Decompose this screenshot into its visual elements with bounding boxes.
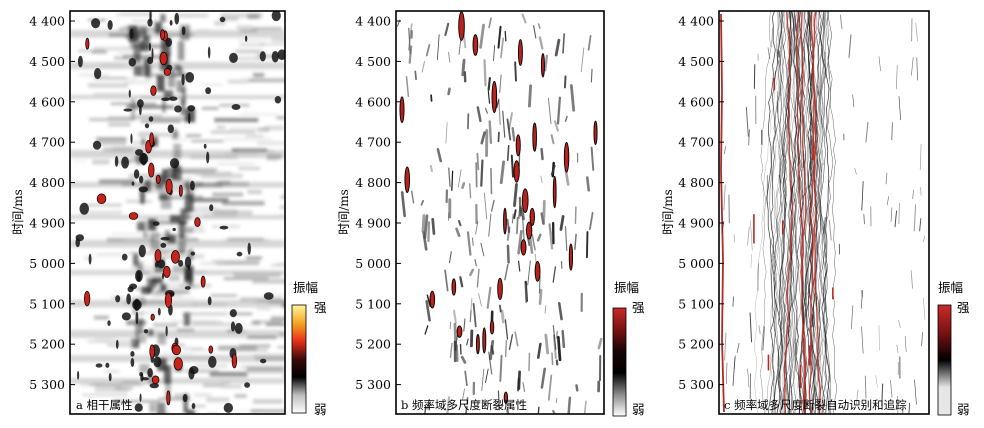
y-tick-label: 5 000 <box>29 256 65 271</box>
colorbar-high-b: 强 <box>632 300 645 315</box>
y-tick-label: 4 400 <box>355 14 391 29</box>
y-axis-a: 4 400 4 500 4 600 4 700 4 800 4 900 5 000 5 100… <box>29 14 75 392</box>
y-tick-label: 4 600 <box>678 94 714 109</box>
y-axis-label-a: 时间/ms <box>11 189 25 235</box>
y-tick-label: 4 400 <box>678 14 714 29</box>
y-tick-label: 4 900 <box>29 216 65 231</box>
colorbar-title-b: 振幅 <box>614 280 639 295</box>
colorbar-c: 振幅 强 弱 <box>937 280 970 417</box>
panel-a: 4 400 4 500 4 600 4 700 4 800 4 900 5 000 5 100… <box>11 10 327 417</box>
plot-frame-c <box>718 10 930 415</box>
y-tick-label: 4 800 <box>355 175 391 190</box>
colorbar-low-a: 弱 <box>314 402 327 417</box>
colorbar-a: 振幅 强 弱 <box>291 280 327 417</box>
panel-c: 4 400 4 500 4 600 4 700 4 800 4 900 5 000 5 100… <box>661 10 970 417</box>
y-tick-label: 5 000 <box>678 256 714 271</box>
y-axis-c: 4 400 4 500 4 600 4 700 4 800 4 900 5 000 5 100… <box>678 14 724 392</box>
colorbar-title-a: 振幅 <box>293 280 318 295</box>
plot-frame-b <box>395 10 605 415</box>
y-tick-label: 4 800 <box>678 175 714 190</box>
colorbar-b: 振幅 强 弱 <box>612 280 645 417</box>
y-tick-label: 5 300 <box>678 377 714 392</box>
panel-caption-c: c 频率域多尺度断裂自动识别和追踪 <box>724 398 907 412</box>
tracked-fault-lines <box>720 11 926 414</box>
y-tick-label: 5 000 <box>355 256 391 271</box>
y-tick-label: 5 200 <box>355 337 391 352</box>
plot-area-b <box>396 11 604 414</box>
colorbar-low-b: 弱 <box>632 402 645 417</box>
colorbar-high-c: 强 <box>957 300 970 315</box>
y-tick-label: 4 600 <box>355 94 391 109</box>
colorbar-low-c: 弱 <box>957 402 970 417</box>
colorbar-gradient-c <box>937 304 952 416</box>
y-tick-label: 4 500 <box>29 54 65 69</box>
y-tick-label: 4 500 <box>678 54 714 69</box>
y-tick-label: 5 300 <box>29 377 65 392</box>
colorbar-gradient-b <box>612 307 627 417</box>
y-axis-label-b: 时间/ms <box>337 189 351 235</box>
plot-area-a <box>70 11 285 414</box>
y-tick-label: 5 200 <box>678 337 714 352</box>
y-axis-b: 4 400 4 500 4 600 4 700 4 800 4 900 5 000 5 100… <box>355 14 401 392</box>
y-tick-label: 4 700 <box>355 135 391 150</box>
y-tick-label: 4 700 <box>678 135 714 150</box>
y-tick-label: 4 800 <box>29 175 65 190</box>
panel-caption-a: a 相干属性 <box>76 398 133 412</box>
y-tick-label: 4 900 <box>678 216 714 231</box>
colorbar-title-c: 振幅 <box>938 280 963 295</box>
y-tick-label: 4 400 <box>29 14 65 29</box>
y-tick-label: 4 700 <box>29 135 65 150</box>
y-axis-label-c: 时间/ms <box>661 189 675 235</box>
panel-b: 4 400 4 500 4 600 4 700 4 800 4 900 5 000 5 100… <box>337 10 645 417</box>
y-tick-label: 5 100 <box>678 296 714 311</box>
y-tick-label: 5 300 <box>355 377 391 392</box>
coherence-fault-marks <box>75 11 285 413</box>
plot-area-c <box>719 11 929 414</box>
plot-frame-a <box>69 10 286 415</box>
y-tick-label: 4 900 <box>355 216 391 231</box>
colorbar-high-a: 强 <box>314 300 327 315</box>
y-tick-label: 5 200 <box>29 337 65 352</box>
y-tick-label: 4 500 <box>355 54 391 69</box>
y-tick-label: 5 100 <box>355 296 391 311</box>
y-tick-label: 5 100 <box>29 296 65 311</box>
fracture-attribute-marks <box>397 11 603 414</box>
colorbar-gradient-a <box>291 304 307 414</box>
panel-caption-b: b 频率域多尺度断裂属性 <box>401 398 527 412</box>
y-tick-label: 4 600 <box>29 94 65 109</box>
